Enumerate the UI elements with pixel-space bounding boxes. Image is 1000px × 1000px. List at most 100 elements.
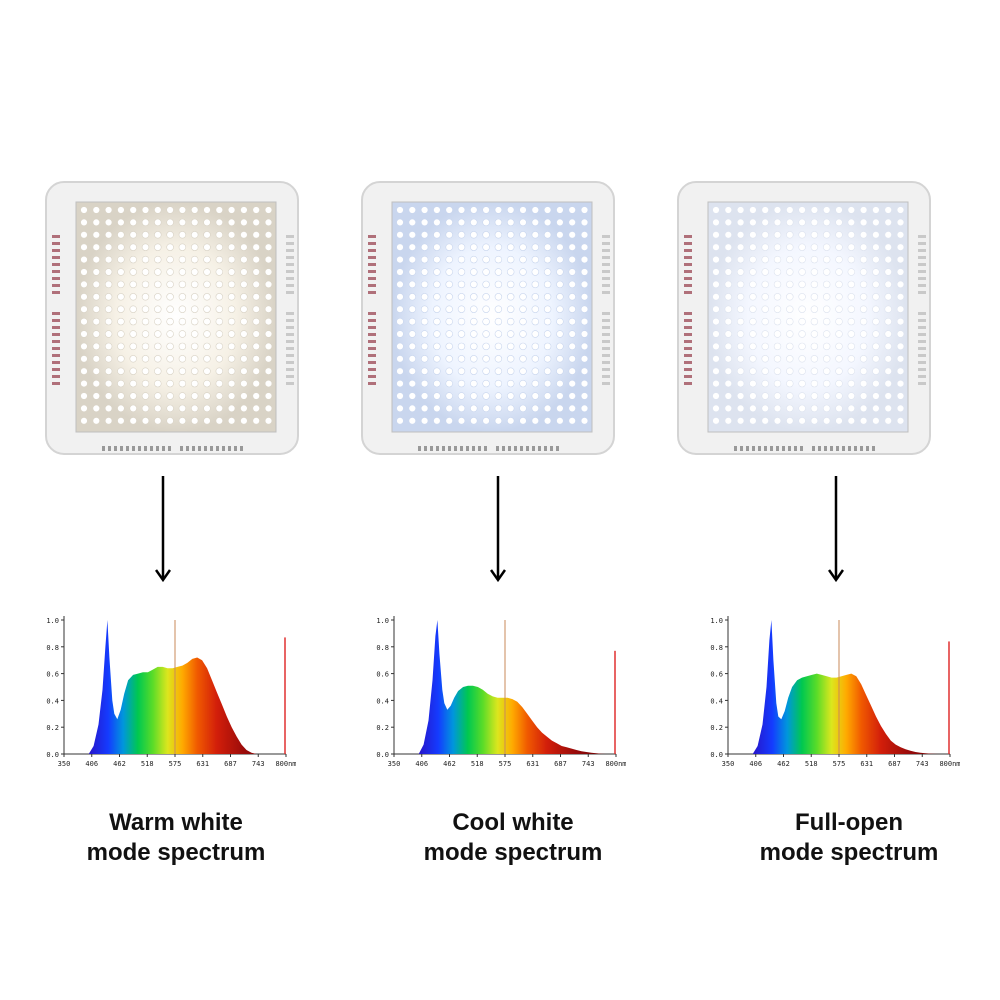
led-chip bbox=[240, 367, 248, 375]
led-chip bbox=[141, 417, 150, 425]
led-chip bbox=[556, 417, 564, 425]
spectrum-chart-warm: 0.0 0.2 0.4 0.6 0.8 1.0 350 406 462 518 575 631 687 7… bbox=[46, 616, 296, 768]
vent-slot bbox=[368, 333, 376, 336]
led-chip bbox=[408, 355, 416, 363]
led-chip bbox=[141, 255, 150, 264]
led-chip bbox=[240, 417, 248, 425]
led-chip bbox=[215, 367, 224, 375]
vent-slot bbox=[502, 446, 505, 451]
led-chip bbox=[531, 268, 540, 276]
vent-slot bbox=[830, 446, 833, 451]
led-chip bbox=[884, 367, 892, 375]
led-chip bbox=[191, 317, 199, 326]
led-chip bbox=[92, 404, 100, 413]
led-chip bbox=[104, 342, 113, 351]
led-chip bbox=[264, 342, 273, 351]
vent-slot bbox=[368, 242, 376, 245]
led-chip bbox=[252, 367, 260, 375]
led-chip bbox=[445, 280, 453, 289]
led-chip bbox=[470, 342, 478, 351]
led-chip bbox=[264, 379, 273, 388]
led-chip bbox=[568, 404, 576, 413]
led-chip bbox=[543, 268, 552, 276]
vent-slot bbox=[286, 291, 294, 294]
led-chip bbox=[154, 417, 162, 425]
led-chip bbox=[215, 392, 224, 400]
led-chip bbox=[92, 268, 100, 276]
x-tick-label: 350 bbox=[722, 760, 735, 768]
led-chip bbox=[835, 355, 843, 363]
y-tick-label: 0.6 bbox=[46, 671, 59, 679]
led-chip bbox=[396, 280, 404, 289]
led-chip bbox=[749, 317, 757, 326]
vent-slot bbox=[602, 382, 610, 385]
led-chip bbox=[396, 206, 404, 214]
vent-slot bbox=[368, 319, 376, 322]
vent-slot bbox=[52, 368, 60, 371]
led-chip bbox=[227, 317, 236, 326]
led-chip bbox=[543, 206, 552, 214]
led-chip bbox=[761, 280, 769, 289]
led-chip bbox=[141, 355, 150, 363]
vent-slot bbox=[918, 270, 926, 273]
led-chip bbox=[543, 255, 552, 264]
led-chip bbox=[543, 280, 552, 289]
vent-slot bbox=[454, 446, 457, 451]
led-chip bbox=[117, 317, 125, 326]
led-chip bbox=[252, 218, 260, 227]
led-chip bbox=[154, 243, 162, 251]
vent-slot bbox=[228, 446, 231, 451]
x-tick-label: 518 bbox=[141, 760, 154, 768]
led-chip bbox=[859, 305, 868, 313]
led-chip bbox=[227, 305, 236, 313]
led-chip bbox=[264, 404, 273, 413]
led-chip bbox=[736, 243, 745, 251]
led-chip bbox=[786, 280, 794, 289]
led-chip bbox=[556, 305, 564, 313]
vent-slot bbox=[204, 446, 207, 451]
led-chip bbox=[823, 218, 831, 227]
led-chip bbox=[191, 367, 199, 375]
x-tick-label: 743 bbox=[916, 760, 929, 768]
led-chip bbox=[786, 268, 794, 276]
x-tick-label: 518 bbox=[805, 760, 818, 768]
led-chip bbox=[203, 231, 211, 239]
vent-slot bbox=[602, 340, 610, 343]
vent-slot bbox=[120, 446, 123, 451]
led-chip bbox=[129, 206, 137, 214]
led-chip bbox=[531, 342, 540, 351]
led-chip bbox=[470, 379, 478, 388]
led-chip bbox=[798, 417, 806, 425]
led-chip bbox=[80, 392, 88, 400]
led-chip bbox=[129, 417, 137, 425]
led-chip bbox=[227, 379, 236, 388]
led-chip bbox=[117, 417, 125, 425]
vent-slot bbox=[52, 284, 60, 287]
led-chip bbox=[215, 243, 224, 251]
vent-slot bbox=[108, 446, 111, 451]
led-chip bbox=[761, 330, 769, 338]
led-chip bbox=[896, 392, 905, 400]
vent-slot bbox=[684, 382, 692, 385]
led-chip bbox=[154, 330, 162, 338]
led-chip bbox=[835, 404, 843, 413]
led-chip bbox=[178, 305, 187, 313]
led-chip bbox=[798, 379, 806, 388]
led-chip bbox=[580, 231, 589, 239]
vent-slot bbox=[156, 446, 159, 451]
led-chip bbox=[227, 218, 236, 227]
led-chip bbox=[859, 404, 868, 413]
led-chip bbox=[531, 305, 540, 313]
led-chip bbox=[482, 417, 490, 425]
led-chip bbox=[470, 355, 478, 363]
led-chip bbox=[847, 367, 856, 375]
vent-slot bbox=[800, 446, 803, 451]
led-chip bbox=[141, 268, 150, 276]
led-chip bbox=[215, 355, 224, 363]
led-chip bbox=[761, 231, 769, 239]
led-chip bbox=[154, 206, 162, 214]
led-chip bbox=[420, 305, 429, 313]
vent-slot bbox=[52, 326, 60, 329]
led-chip bbox=[847, 206, 856, 214]
vent-slot bbox=[684, 326, 692, 329]
